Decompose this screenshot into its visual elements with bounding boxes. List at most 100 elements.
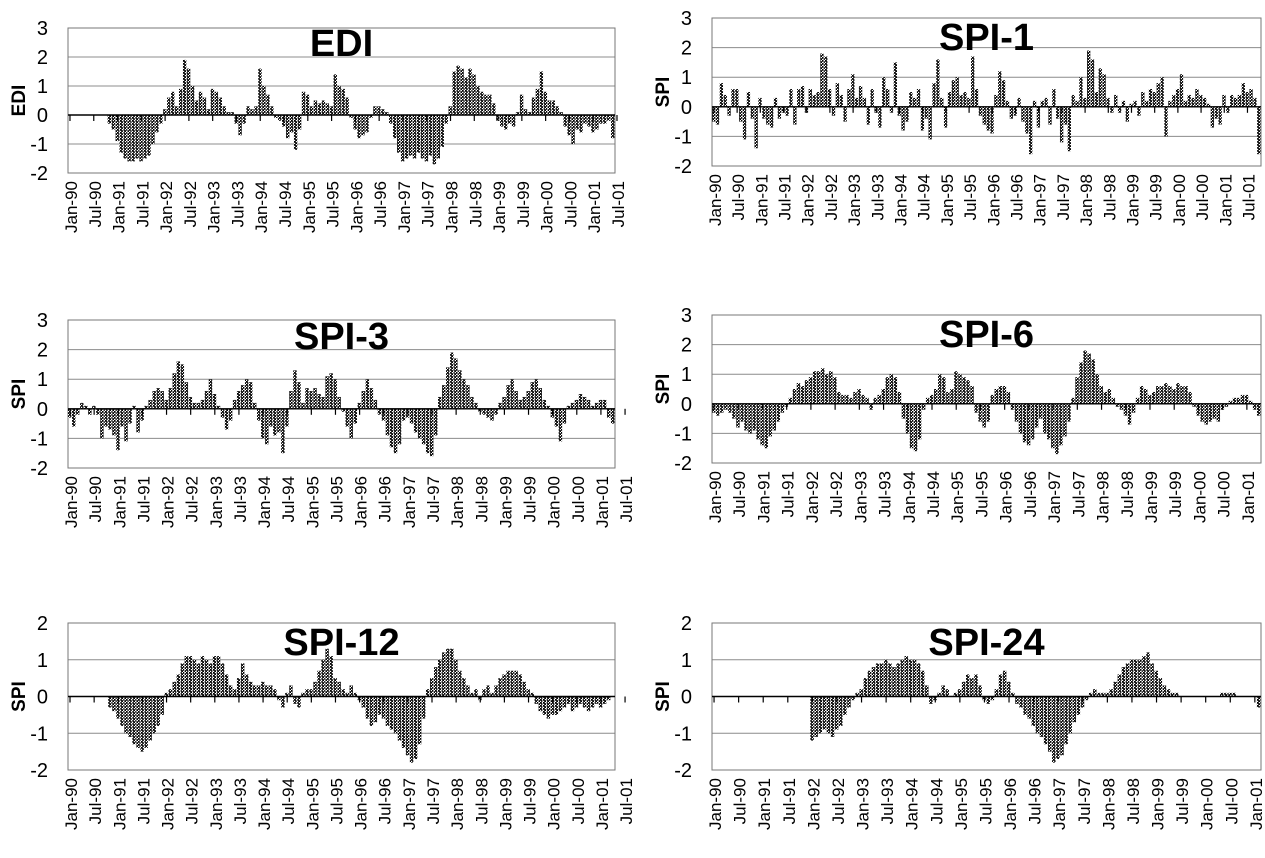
- bar: [929, 696, 933, 704]
- chart-title: SPI-1: [939, 17, 1034, 59]
- bar: [1141, 92, 1145, 107]
- bar: [1032, 100, 1037, 107]
- x-tick-label: Jul-91: [779, 471, 798, 517]
- x-tick-label: Jan-95: [300, 181, 319, 233]
- bar: [925, 397, 930, 404]
- bar: [385, 696, 390, 726]
- bar: [212, 656, 217, 697]
- bar: [321, 100, 326, 115]
- bar: [1230, 94, 1234, 107]
- bar: [893, 377, 898, 404]
- bar: [885, 89, 890, 107]
- bar: [1094, 92, 1099, 107]
- bar: [990, 394, 994, 404]
- bar: [756, 403, 760, 440]
- bar: [1117, 106, 1122, 113]
- y-tick-label: 2: [37, 340, 48, 362]
- bar: [826, 696, 831, 734]
- bar: [881, 389, 885, 404]
- bar: [365, 696, 370, 719]
- bar: [978, 685, 982, 697]
- bar: [970, 678, 974, 697]
- bar: [884, 659, 888, 697]
- x-tick-label: Jan-94: [255, 778, 274, 830]
- x-tick-label: Jul-98: [472, 778, 491, 824]
- x-tick-label: Jul-94: [279, 476, 298, 522]
- bar: [309, 689, 313, 697]
- x-tick-label: Jan-92: [159, 778, 178, 830]
- bar: [534, 696, 538, 704]
- x-tick-label: Jan-96: [984, 174, 1003, 226]
- bar: [1203, 97, 1207, 107]
- x-tick-label: Jan-90: [706, 778, 725, 830]
- x-tick-label: Jan-91: [755, 778, 774, 830]
- x-tick-label: Jul-95: [328, 476, 347, 522]
- bar: [337, 396, 341, 409]
- bar: [317, 670, 321, 697]
- bar: [212, 394, 217, 409]
- bar: [1117, 674, 1122, 697]
- bar: [942, 377, 946, 404]
- bar: [961, 681, 966, 697]
- bar: [534, 379, 538, 409]
- bar: [120, 696, 124, 726]
- bar: [236, 678, 241, 697]
- bar: [321, 659, 325, 697]
- bar: [148, 696, 152, 741]
- bar: [748, 403, 752, 434]
- bar: [148, 399, 152, 409]
- bar: [188, 396, 193, 409]
- bar: [912, 659, 917, 697]
- bar: [882, 77, 886, 107]
- bar: [878, 106, 882, 128]
- bar: [1019, 696, 1023, 708]
- chart-title: SPI-12: [283, 622, 399, 664]
- bar: [393, 408, 398, 454]
- bar: [393, 115, 397, 139]
- bar: [971, 56, 975, 107]
- bar: [1001, 80, 1006, 107]
- bar: [559, 112, 563, 115]
- bar: [1067, 106, 1071, 152]
- bar: [456, 65, 460, 115]
- bar: [909, 403, 914, 449]
- bar: [947, 92, 952, 107]
- bar: [127, 115, 131, 162]
- x-tick-label: Jul-93: [868, 174, 887, 220]
- bar: [916, 663, 921, 697]
- bar: [921, 403, 926, 410]
- x-tick-label: Jan-91: [110, 778, 129, 830]
- bar: [829, 371, 833, 404]
- bar: [365, 379, 370, 409]
- bar: [924, 106, 928, 119]
- bar: [567, 115, 571, 136]
- chart-spi-24: -2 -1 0 1 2 SPI SPI-24 Jan-90 Jul-90 Jan-91 Jul-91…: [653, 613, 1265, 830]
- bar: [859, 689, 863, 697]
- bar: [257, 408, 261, 421]
- bar: [1206, 103, 1211, 107]
- bar: [716, 403, 720, 416]
- y-tick-label: 0: [681, 687, 692, 709]
- bar: [586, 399, 591, 409]
- bar: [236, 391, 241, 409]
- bar: [115, 115, 119, 142]
- x-tick-label: Jan-93: [205, 181, 224, 233]
- bar: [1204, 403, 1208, 425]
- bar: [486, 685, 490, 697]
- chart-spi-12: -2 -1 0 1 2 SPI SPI-12 Jan-90 Jul-90 Jan-91 Jul-91…: [9, 613, 636, 830]
- bar: [873, 397, 877, 404]
- bar: [1075, 100, 1079, 107]
- bar: [966, 380, 970, 404]
- bar: [587, 115, 591, 127]
- bar: [444, 115, 448, 124]
- bar: [208, 663, 213, 697]
- bar: [1143, 389, 1148, 404]
- x-tick-label: Jan-92: [804, 778, 823, 830]
- bar: [470, 396, 474, 409]
- bar: [442, 385, 446, 409]
- bar: [309, 106, 314, 115]
- y-tick-label: 3: [681, 305, 692, 327]
- bar: [563, 115, 567, 127]
- bar: [1087, 50, 1091, 107]
- y-axis-label: SPI: [653, 374, 674, 405]
